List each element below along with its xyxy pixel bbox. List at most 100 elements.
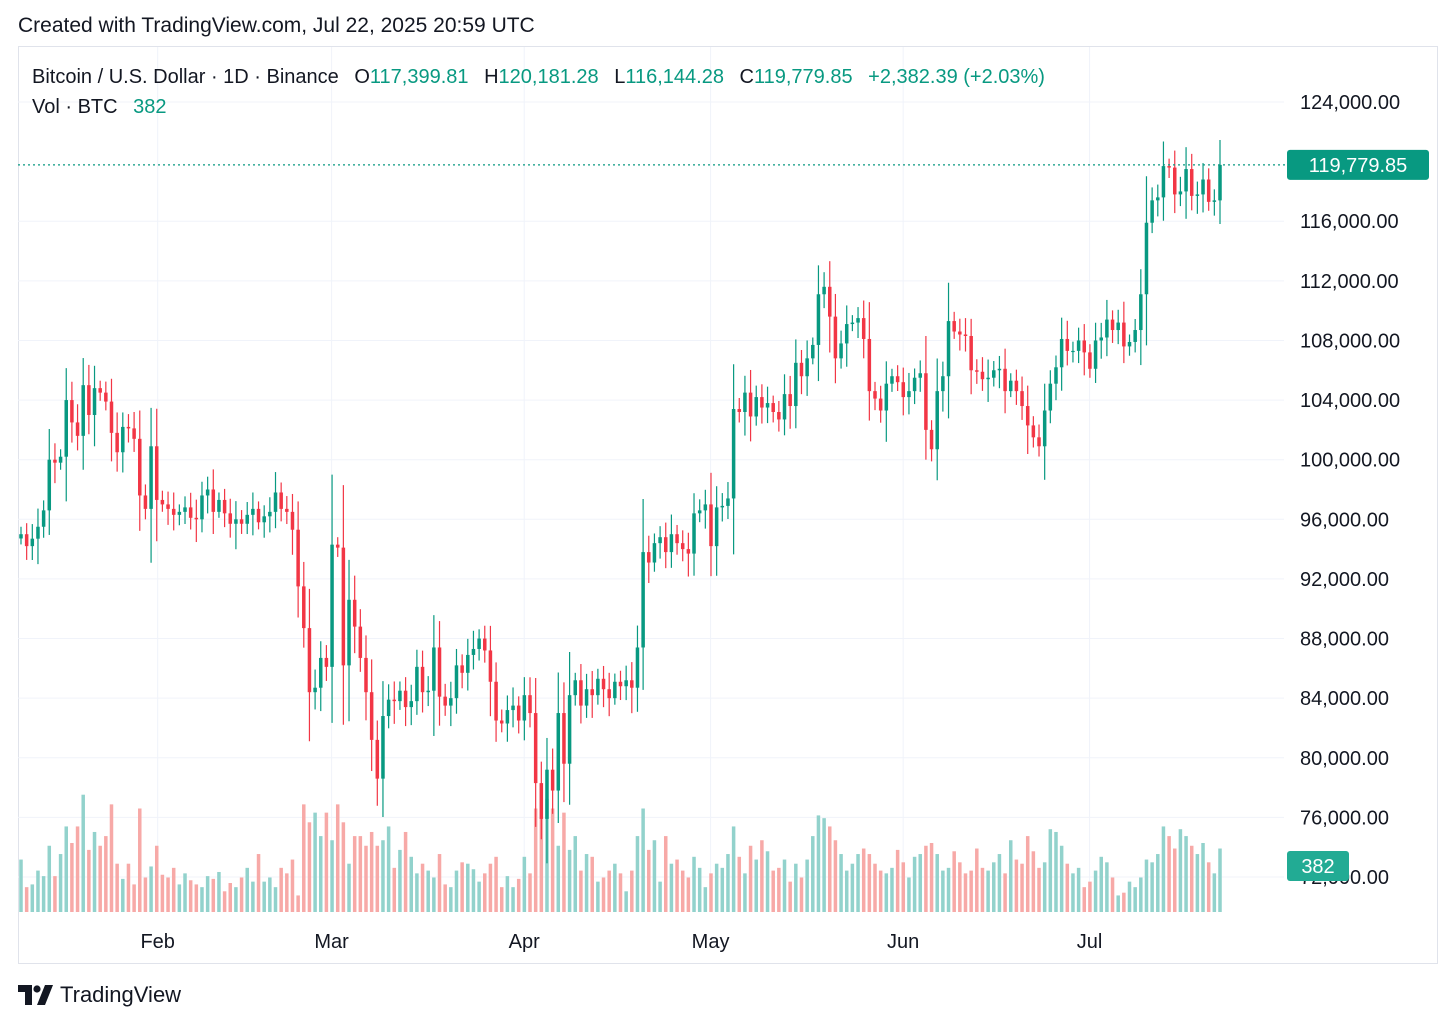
candle-body <box>143 495 148 509</box>
candle-body <box>364 657 368 693</box>
volume-bar <box>398 849 402 912</box>
candle-body <box>488 650 493 682</box>
candle-body <box>126 426 131 429</box>
candle-body <box>590 689 594 696</box>
volume-bar <box>471 869 476 912</box>
candle-body <box>567 695 572 764</box>
candle-body <box>443 696 447 706</box>
candle-body <box>528 695 532 714</box>
volume-bar <box>890 867 894 912</box>
candle-body <box>618 681 623 687</box>
candle-body <box>573 680 578 696</box>
y-tick-label: 92,000.00 <box>1300 569 1389 591</box>
footer-brand[interactable]: TradingView <box>18 982 181 1008</box>
candle-body <box>279 492 283 509</box>
candle-body <box>828 286 832 317</box>
volume-value: 382 <box>133 96 167 118</box>
volume-label: Vol · BTC <box>32 96 118 118</box>
volume-bar <box>895 849 900 912</box>
candle-body <box>907 391 911 398</box>
volume-bar <box>1076 867 1081 912</box>
candle-body <box>64 400 68 457</box>
candle-body <box>1082 340 1087 353</box>
candle-body <box>200 495 204 520</box>
candle-body <box>1099 337 1103 341</box>
candle-body <box>901 382 906 398</box>
volume-bar <box>330 840 334 912</box>
volume-bar <box>171 867 176 912</box>
volume-bar <box>205 876 210 912</box>
volume-bar <box>1161 826 1166 912</box>
volume-bar <box>53 876 57 912</box>
volume-bar <box>607 870 611 912</box>
volume-bar <box>1059 845 1064 912</box>
candle-body <box>352 599 357 627</box>
volume-bar <box>912 856 917 912</box>
volume-bar <box>697 867 702 912</box>
volume-bar <box>1003 873 1007 912</box>
candle-body <box>539 783 544 819</box>
candle-body <box>1139 294 1143 331</box>
candle-body <box>1116 322 1120 331</box>
candle-body <box>652 543 657 563</box>
volume-bar <box>1167 836 1171 912</box>
volume-bar <box>1008 840 1013 912</box>
candle-body <box>171 508 176 515</box>
candle-body <box>132 428 136 439</box>
volume-bar <box>154 845 159 912</box>
volume-bar <box>596 881 600 912</box>
candle-body <box>788 394 792 407</box>
brand-name: TradingView <box>60 982 182 1007</box>
candle-body <box>154 446 159 500</box>
candle-body <box>511 705 515 711</box>
volume-bar <box>426 870 430 912</box>
volume-bar <box>1189 845 1194 912</box>
volume-bar <box>743 873 747 912</box>
volume-bar <box>194 884 199 912</box>
volume-bar <box>624 891 628 912</box>
volume-bar <box>703 887 708 912</box>
low-value: 116,144.28 <box>625 66 724 88</box>
candle-body <box>714 507 719 547</box>
candle-body <box>613 681 617 699</box>
volume-bar <box>1037 867 1041 912</box>
candle-body <box>1122 322 1126 347</box>
volume-bar <box>844 870 849 912</box>
volume-bar <box>477 881 481 912</box>
candle-body <box>477 638 481 649</box>
volume-bar <box>188 880 193 912</box>
candle-body <box>980 371 985 380</box>
volume-bar <box>126 863 131 912</box>
candle-body <box>1020 391 1024 407</box>
candle-body <box>1054 367 1058 384</box>
volume-bar <box>375 845 380 912</box>
high-value: 120,181.28 <box>498 66 599 88</box>
candle-body <box>816 294 821 345</box>
volume-bar <box>1082 887 1087 912</box>
volume-bar <box>183 873 187 912</box>
y-tick-label: 96,000.00 <box>1300 509 1389 531</box>
volume-bar <box>1048 829 1053 912</box>
volume-bar <box>511 887 515 912</box>
candle-body <box>669 534 674 553</box>
volume-bar <box>1025 836 1030 912</box>
candle-body <box>375 739 380 779</box>
candle-body <box>92 388 97 415</box>
volume-bar <box>878 870 883 912</box>
volume-bar <box>307 822 312 912</box>
volume-bar <box>861 848 866 912</box>
volume-bar <box>686 877 691 912</box>
candle-body <box>296 529 300 587</box>
volume-bar <box>335 804 340 912</box>
candle-body <box>607 689 611 699</box>
candle-body <box>545 769 549 819</box>
chart-legend: Bitcoin / U.S. Dollar · 1D · Binance O11… <box>32 62 1045 122</box>
volume-bar <box>358 836 363 912</box>
candle-body <box>550 769 555 791</box>
y-tick-label: 84,000.00 <box>1300 688 1389 710</box>
candle-body <box>115 432 119 453</box>
candle-body <box>98 388 102 393</box>
candle-body <box>1031 425 1036 438</box>
candle-body <box>505 710 510 724</box>
